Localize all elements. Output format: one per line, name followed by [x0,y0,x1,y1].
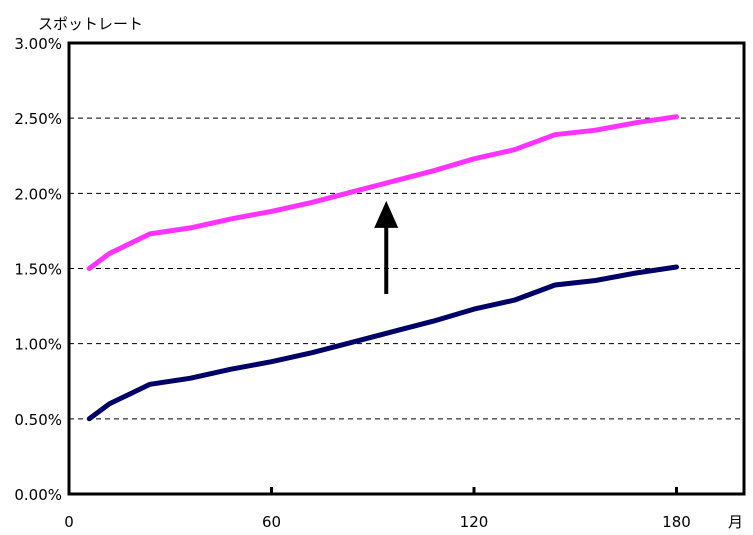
y-tick-label: 1.00% [14,336,62,354]
plot-area-frame [67,41,746,496]
x-axis-unit: 月 [728,513,743,531]
x-tick-label: 0 [64,513,74,531]
axis-ticks: 0.00% 0.50% 1.00% 1.50% 2.00% 2.50% 3.00% 0 60 12… [14,35,690,531]
x-tick-label: 60 [262,513,281,531]
series-group [86,114,679,422]
arrow-head [374,200,399,228]
y-tick-label: 2.00% [14,185,62,203]
y-tick-label: 3.00% [14,35,62,53]
series-line-1 [86,114,679,271]
y-tick-label: 2.50% [14,110,62,128]
y-axis-title: スポットレート [38,15,143,33]
y-tick-label: 1.50% [14,261,62,279]
x-tick-label: 180 [662,513,691,531]
x-tick-label: 120 [460,513,489,531]
series-line-2 [86,264,679,422]
y-tick-label: 0.50% [14,411,62,429]
shift-arrow [374,200,399,295]
gridlines [69,117,744,420]
y-tick-label: 0.00% [14,486,62,504]
